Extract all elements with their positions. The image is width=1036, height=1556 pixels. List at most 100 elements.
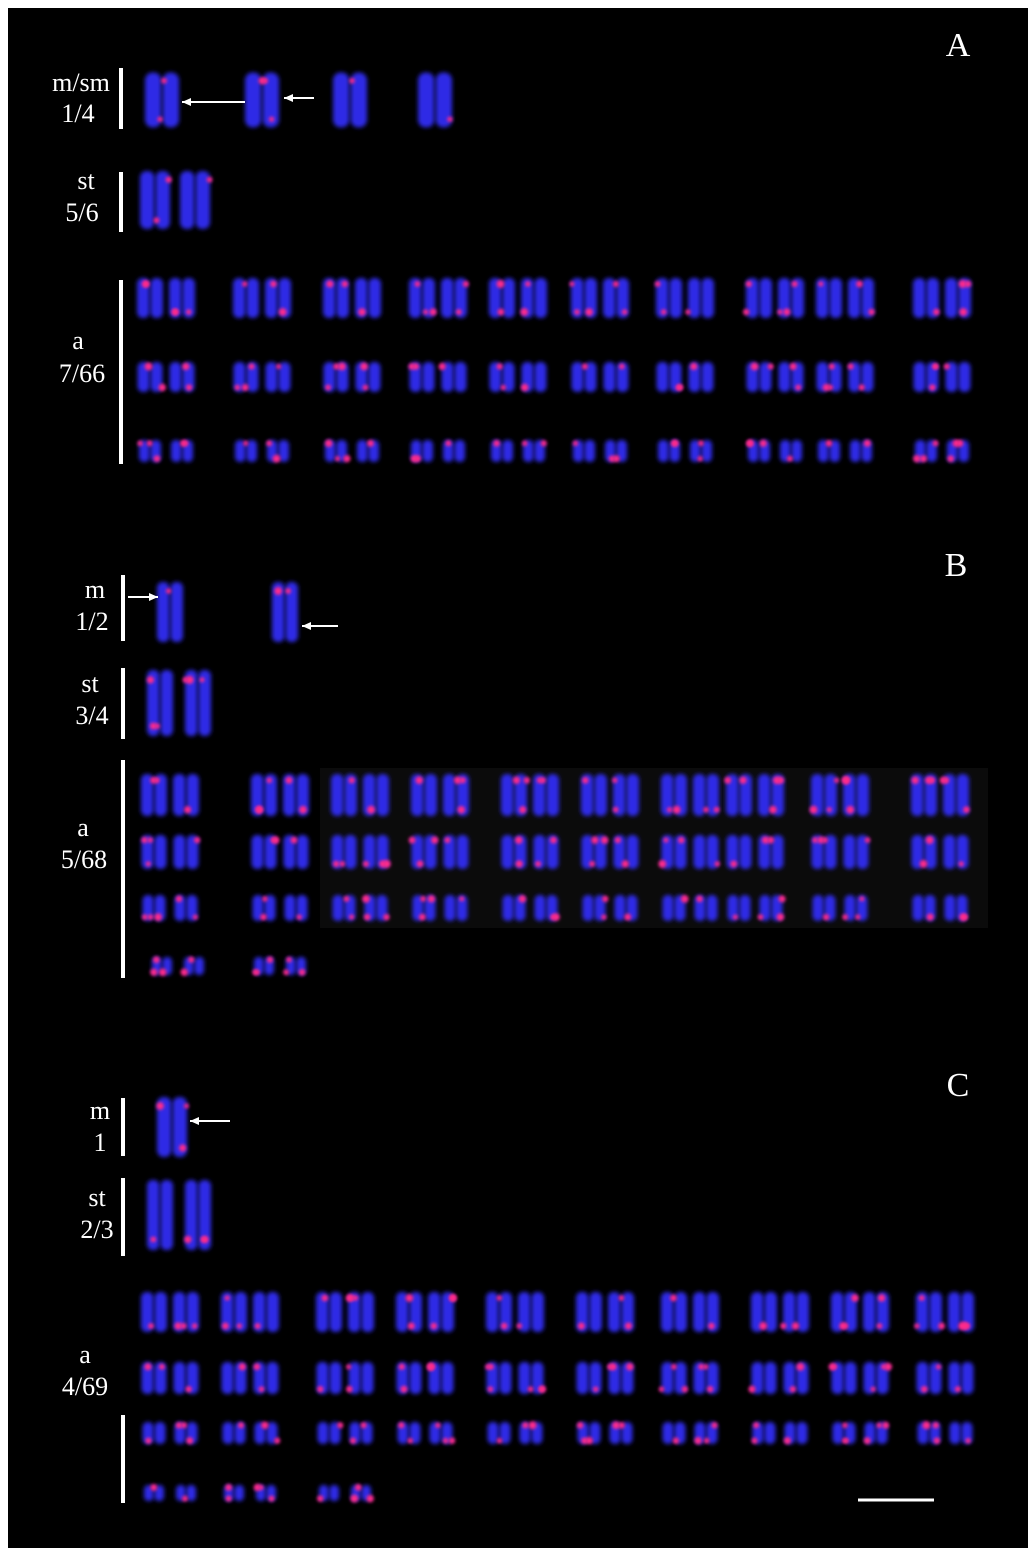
signal xyxy=(349,777,355,783)
group-count: 1 xyxy=(94,1128,107,1157)
signal xyxy=(183,677,189,683)
chromosome xyxy=(685,278,714,318)
chromatid xyxy=(155,835,167,869)
signal xyxy=(155,723,160,728)
chromatid xyxy=(369,278,381,318)
chromatid xyxy=(535,278,547,318)
signal xyxy=(463,281,469,287)
chromatid xyxy=(740,835,752,869)
signal xyxy=(258,77,265,84)
signal xyxy=(760,440,767,447)
chromatid xyxy=(454,440,465,462)
signal xyxy=(965,281,971,287)
signal xyxy=(262,896,267,901)
chromosome xyxy=(180,171,212,229)
chromosome xyxy=(658,835,686,869)
signal xyxy=(751,363,759,371)
karyotype-figure: A m/sm 1/4 st 5/6 a 7/66 B m 1/2 st 3/4 … xyxy=(0,0,1036,1556)
signal xyxy=(186,384,192,390)
chromatid xyxy=(171,582,183,642)
chromosome xyxy=(255,1422,281,1444)
signal xyxy=(626,1363,634,1371)
chromosome xyxy=(583,895,609,921)
signal xyxy=(963,806,970,813)
group-label: m/sm xyxy=(52,68,110,97)
chromatid xyxy=(174,1362,186,1394)
signal xyxy=(707,1386,713,1392)
signal xyxy=(834,778,839,783)
signal xyxy=(285,588,291,594)
chromatid xyxy=(535,895,546,921)
signal xyxy=(747,440,753,446)
signal xyxy=(420,896,426,902)
signal xyxy=(864,1437,871,1444)
signal xyxy=(577,1422,584,1429)
signal xyxy=(291,837,298,844)
signal xyxy=(144,281,149,286)
chromatid xyxy=(702,362,714,392)
signal xyxy=(355,1484,362,1491)
signal xyxy=(730,861,737,868)
chromatid xyxy=(170,362,182,392)
signal xyxy=(817,837,824,844)
signal xyxy=(443,1438,449,1444)
panel-letter: C xyxy=(947,1067,970,1104)
signal xyxy=(827,807,832,812)
signal xyxy=(943,777,949,783)
chromatid xyxy=(959,362,971,392)
signal xyxy=(427,1363,435,1371)
signal xyxy=(146,861,151,866)
signal xyxy=(183,441,188,446)
chromatid xyxy=(500,1362,512,1394)
group-label: m xyxy=(85,575,105,604)
chromatid xyxy=(362,1292,374,1332)
signal xyxy=(193,915,198,920)
chromatid xyxy=(443,774,455,816)
signal xyxy=(681,895,689,903)
signal xyxy=(362,895,370,903)
group-label: st xyxy=(77,166,95,195)
signal xyxy=(812,837,818,843)
signal xyxy=(550,914,556,920)
signal xyxy=(848,363,854,369)
signal xyxy=(777,913,785,921)
signal xyxy=(569,281,574,286)
signal xyxy=(839,1322,846,1329)
signal xyxy=(922,1421,930,1429)
chromosome xyxy=(914,1292,945,1332)
signal xyxy=(519,806,526,813)
chromatid xyxy=(584,440,595,462)
signal xyxy=(184,1103,189,1108)
signal xyxy=(601,914,606,919)
chromosome xyxy=(724,774,752,816)
signal xyxy=(829,1363,836,1370)
signal xyxy=(456,309,462,315)
signal xyxy=(919,1295,925,1301)
chromosome xyxy=(318,1422,344,1444)
signal xyxy=(541,440,547,446)
signal xyxy=(965,1438,970,1443)
signal xyxy=(601,836,608,843)
signal xyxy=(784,1437,791,1444)
signal xyxy=(159,1364,165,1370)
chromatid xyxy=(330,1362,342,1394)
signal xyxy=(156,1102,164,1110)
signal xyxy=(258,1485,263,1490)
signal xyxy=(882,1422,889,1429)
signal xyxy=(153,956,160,963)
chromosome xyxy=(174,835,201,869)
chromatid xyxy=(913,278,925,318)
chromatid xyxy=(442,1362,454,1394)
signal xyxy=(361,1422,367,1428)
chromatid xyxy=(857,774,869,816)
signal xyxy=(267,778,272,783)
chromosome xyxy=(659,1362,688,1394)
chromatid xyxy=(913,895,924,921)
signal xyxy=(877,1423,882,1428)
chromatid xyxy=(945,278,957,318)
chromatid xyxy=(234,1485,244,1501)
chromosome xyxy=(655,278,682,318)
signal xyxy=(550,837,557,844)
signal xyxy=(792,281,798,287)
signal xyxy=(619,364,625,370)
